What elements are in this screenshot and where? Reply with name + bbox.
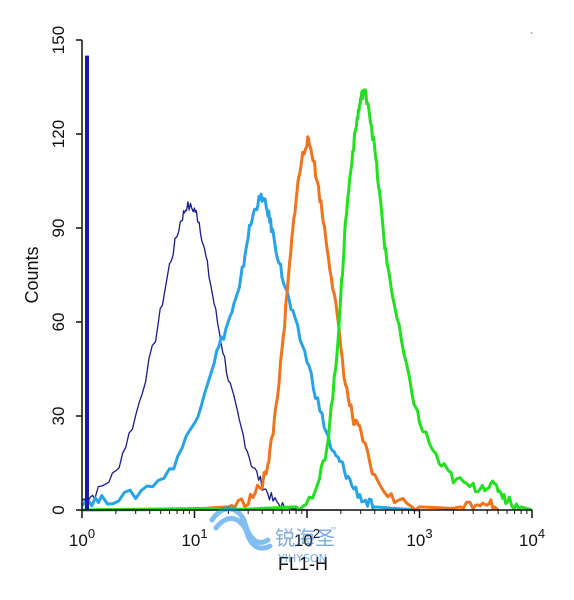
y-tick-label: 0 — [49, 505, 68, 514]
x-tick-label: 100 — [69, 526, 95, 550]
stray-mark: ` — [530, 31, 533, 43]
logo-mark — [209, 506, 273, 551]
series-line-1 — [81, 201, 341, 511]
y-tick-label: 90 — [49, 219, 68, 238]
series-layer — [80, 55, 533, 512]
watermark-cn: 锐海圣 — [275, 526, 335, 550]
y-tick-label: 30 — [49, 407, 68, 426]
x-axis-title: FL1-H — [278, 554, 328, 574]
x-tick-label: 101 — [181, 526, 207, 550]
series-line-2 — [80, 192, 420, 512]
x-tick-label: 104 — [519, 526, 545, 550]
y-axis-title: Counts — [22, 246, 42, 303]
watermark-en: YIHYSON — [277, 552, 327, 565]
x-tick-label: 102 — [294, 526, 320, 550]
axes-layer: 0 30 60 90 120 150 100 101 102 103 104 FL1-H Counts — [22, 26, 545, 574]
series-line-4 — [81, 88, 533, 512]
y-tick-label: 120 — [49, 120, 68, 148]
y-tick-label: 150 — [49, 26, 68, 54]
watermark-tm: ™ — [330, 526, 338, 535]
y-tick-label: 60 — [49, 313, 68, 332]
watermark-logo: 锐海圣 YIHYSON ™ — [209, 506, 338, 565]
x-tick-label: 103 — [406, 526, 432, 550]
